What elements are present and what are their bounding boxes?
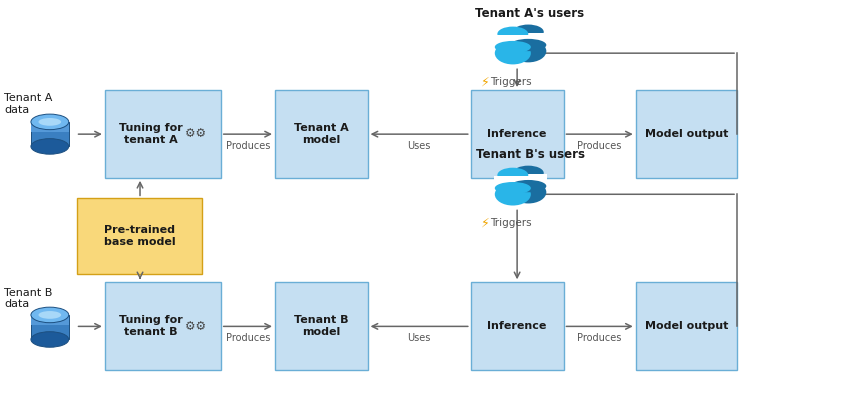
Text: Tuning for
tenant B: Tuning for tenant B [119,315,183,337]
Text: Produces: Produces [226,141,270,151]
Circle shape [497,27,528,41]
FancyBboxPatch shape [471,282,564,370]
Text: Tenant A's users: Tenant A's users [475,7,585,20]
Text: Uses: Uses [407,141,431,151]
Text: Uses: Uses [407,333,431,343]
FancyBboxPatch shape [636,90,737,178]
FancyBboxPatch shape [275,90,368,178]
Text: Tenant A
data: Tenant A data [4,94,52,115]
Text: Model output: Model output [644,129,728,139]
Ellipse shape [495,41,531,53]
Text: ⚡: ⚡ [481,216,490,229]
FancyBboxPatch shape [636,282,737,370]
Bar [509,33,547,45]
Text: Tenant B
model: Tenant B model [294,315,349,337]
Bar [31,122,69,132]
Ellipse shape [510,181,546,203]
Bar [494,35,532,47]
FancyBboxPatch shape [105,282,221,370]
FancyBboxPatch shape [105,90,221,178]
Ellipse shape [510,40,546,62]
FancyBboxPatch shape [471,90,564,178]
Ellipse shape [31,139,69,154]
Text: Tenant A
model: Tenant A model [294,123,349,145]
Ellipse shape [495,183,531,205]
Text: ⚙​⚙: ⚙​⚙ [185,128,206,140]
Text: Produces: Produces [577,333,622,343]
Bar [31,122,69,146]
Circle shape [513,166,544,180]
Bar [31,315,69,339]
Ellipse shape [31,114,69,130]
Text: Tenant B's users: Tenant B's users [476,148,584,161]
Ellipse shape [31,332,69,347]
Ellipse shape [495,182,531,194]
Text: Produces: Produces [226,333,270,343]
Text: Tuning for
tenant A: Tuning for tenant A [119,123,183,145]
Text: Inference: Inference [487,129,547,139]
Bar [494,176,532,188]
Bar [509,174,547,186]
Text: Triggers: Triggers [490,77,532,87]
Text: ⚡: ⚡ [481,75,490,88]
Ellipse shape [510,180,546,192]
Text: ⚙​⚙: ⚙​⚙ [185,320,206,333]
Text: Pre-trained
base model: Pre-trained base model [104,225,175,247]
FancyBboxPatch shape [275,282,368,370]
Circle shape [497,168,528,182]
Ellipse shape [510,39,546,51]
Circle shape [513,25,544,39]
Ellipse shape [39,311,61,319]
Ellipse shape [495,42,531,65]
Ellipse shape [31,307,69,323]
Text: Triggers: Triggers [490,218,532,228]
Bar [31,315,69,325]
Text: Produces: Produces [577,141,622,151]
Text: Inference: Inference [487,321,547,331]
Text: Tenant B
data: Tenant B data [4,288,52,309]
FancyBboxPatch shape [77,198,202,274]
Ellipse shape [39,118,61,126]
Text: Model output: Model output [644,321,728,331]
